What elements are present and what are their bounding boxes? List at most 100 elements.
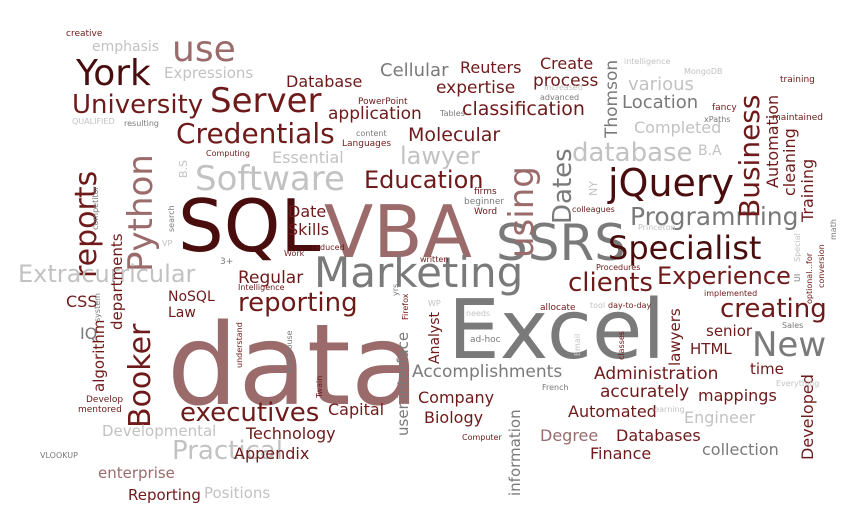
word-intelligence-cap: Intelligence	[238, 283, 285, 292]
word-computing: Computing	[206, 149, 250, 158]
word-user-interface: user-interface	[394, 331, 412, 436]
word-jquery: jQuery	[608, 161, 735, 205]
word-reuters: Reuters	[460, 58, 522, 77]
word-cellular: Cellular	[380, 60, 449, 81]
word-cleaning: cleaning	[780, 128, 799, 196]
word-regular: Regular	[238, 268, 304, 288]
word-data: data	[167, 301, 420, 431]
word-languages: Languages	[342, 139, 392, 149]
word-qualified: QUALIFIED	[72, 117, 115, 126]
word-vlookup: VLOOKUP	[40, 451, 78, 460]
word-competitor: competitor	[91, 186, 100, 230]
word-learning: learning	[652, 405, 685, 414]
word-firefox: Firefox	[401, 293, 410, 320]
word-ba: B.A	[698, 143, 722, 159]
word-css: CSS	[66, 292, 98, 311]
word-use: use	[172, 29, 236, 70]
word-automated: Automated	[568, 402, 657, 421]
word-powerpoint: PowerPoint	[358, 97, 408, 107]
word-ssrs: SSRS	[496, 214, 626, 272]
word-date: Date	[288, 202, 327, 221]
word-training-lc: training	[780, 75, 815, 85]
word-email: Email	[573, 333, 582, 356]
word-enterprise: enterprise	[98, 464, 175, 482]
word-training: Training	[798, 158, 817, 222]
word-excel: Excel	[448, 283, 666, 378]
word-written: written	[420, 255, 449, 264]
word-create: Create	[540, 54, 594, 73]
word-accomplishments: Accomplishments	[412, 362, 563, 382]
word-education: Education	[364, 166, 484, 194]
word-resulting: resulting	[124, 119, 160, 128]
word-administration: Administration	[594, 364, 719, 384]
word-sales: Sales	[782, 321, 804, 330]
word-business: Business	[733, 94, 766, 218]
word-database-cap: Database	[286, 72, 363, 91]
word-technology: Technology	[246, 424, 336, 443]
word-classes: classes	[617, 331, 626, 360]
word-increased: Increased	[544, 83, 583, 92]
word-molecular: Molecular	[408, 124, 501, 146]
word-bs: B.S	[177, 159, 190, 178]
word-time: time	[750, 360, 784, 378]
word-allocate: allocate	[540, 303, 576, 313]
word-implemented: implemented	[704, 289, 758, 298]
word-york: York	[76, 53, 151, 94]
word-optional-for: optional...for	[805, 252, 814, 304]
word-ui: UI	[793, 273, 802, 282]
word-experience: Experience	[657, 262, 791, 290]
word-engineer: Engineer	[684, 408, 756, 427]
word-marketing: Marketing	[314, 248, 524, 297]
word-advanced: advanced	[540, 93, 580, 102]
word-senior: senior	[706, 322, 753, 340]
word-reporting: reporting	[238, 288, 358, 318]
word-lawyers: lawyers	[666, 308, 684, 366]
word-completed: Completed	[634, 118, 722, 137]
word-word: Word	[474, 207, 498, 217]
word-french: French	[542, 383, 569, 392]
word-develop: Develop	[86, 395, 124, 405]
word-ad-hoc: ad-hoc	[470, 335, 501, 345]
word-emphasis: emphasis	[92, 39, 160, 55]
word-tool: tool	[590, 301, 606, 310]
word-server: Server	[210, 81, 322, 121]
word-collection: collection	[702, 440, 779, 459]
word-python: Python	[121, 154, 161, 272]
word-company: Company	[418, 388, 495, 407]
word-firms: firms	[474, 187, 497, 197]
word-developmental: Developmental	[102, 422, 217, 440]
word-mappings: mappings	[698, 386, 777, 405]
word-information: information	[506, 409, 524, 496]
word-sql: SQL	[178, 184, 321, 268]
word-3plus: 3+	[220, 257, 234, 267]
word-needs: needs	[466, 309, 491, 318]
word-location: Location	[622, 92, 699, 113]
word-classification: classification	[462, 98, 585, 120]
word-work: Work	[284, 249, 305, 258]
word-software: Software	[195, 159, 345, 199]
word-automation: Automation	[763, 94, 782, 188]
word-vba: VBA	[324, 190, 472, 274]
word-yrs: yrs	[391, 283, 400, 296]
word-database: database	[572, 138, 693, 168]
word-departments: departments	[108, 233, 126, 330]
word-lawyer: lawyer	[400, 142, 480, 170]
word-procedures: Procedures	[596, 263, 641, 272]
word-extracurricular: Extracurricular	[18, 260, 196, 288]
word-system: system	[93, 293, 102, 322]
word-degree: Degree	[540, 426, 599, 445]
word-math: math	[829, 219, 838, 240]
word-wp: WP	[428, 299, 441, 308]
word-computer: Computer	[462, 433, 502, 442]
word-everything: Everything	[776, 379, 820, 388]
word-expertise: expertise	[436, 78, 516, 98]
word-warehouse: warehouse	[285, 330, 294, 374]
word-appendix: Appendix	[234, 444, 310, 463]
word-colleagues: colleagues	[572, 205, 615, 214]
word-mentored: mentored	[78, 405, 122, 415]
word-biology: Biology	[424, 408, 484, 427]
word-reporting-cap: Reporting	[128, 486, 201, 504]
word-twain: Twain	[315, 375, 324, 398]
word-content: content	[356, 129, 387, 138]
